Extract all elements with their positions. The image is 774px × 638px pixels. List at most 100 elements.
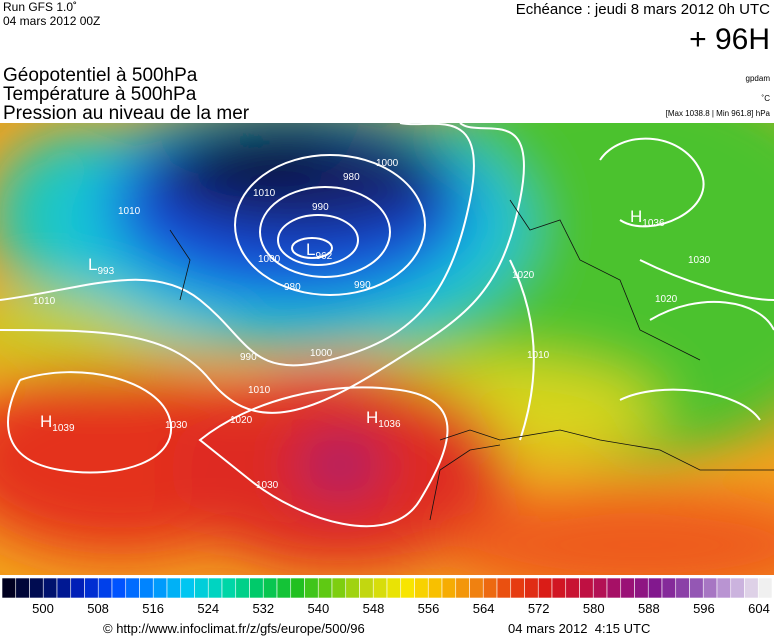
colorbar-swatch (455, 577, 470, 599)
colorbar-swatch (441, 577, 457, 599)
center-value: 1039 (52, 423, 75, 434)
colorbar-swatch (592, 577, 608, 599)
colorbar-swatch (689, 577, 704, 599)
center-value: 1036 (378, 419, 401, 430)
contour-label: 990 (240, 352, 257, 363)
colorbar-tick-label: 580 (583, 601, 605, 616)
center-value: 962 (315, 251, 332, 262)
title-temperature: Température à 500hPa (3, 84, 197, 105)
colorbar-swatch (634, 577, 649, 599)
colorbar-swatch (1, 577, 17, 599)
colorbar-swatch (496, 577, 512, 599)
contour-label: 1030 (165, 420, 188, 431)
colorbar-tick-label: 564 (473, 601, 495, 616)
colorbar-swatch (262, 577, 278, 599)
colorbar-swatch (317, 577, 333, 599)
colorbar-tick-label: 532 (252, 601, 274, 616)
colorbar-swatch (524, 577, 539, 599)
center-letter: L (306, 240, 315, 259)
colorbar-swatch (97, 577, 113, 599)
colorbar-swatch (194, 577, 209, 599)
contour-label: 1020 (512, 270, 535, 281)
center-letter: H (40, 412, 52, 431)
colorbar-swatch (111, 577, 127, 599)
colorbar-tick-label: 508 (87, 601, 109, 616)
center-letter: H (366, 408, 378, 427)
colorbar-tick-label: 540 (308, 601, 330, 616)
colorbar-swatch (386, 577, 402, 599)
title-geopotential: Géopotentiel à 500hPa (3, 65, 198, 86)
colorbar-tick-label: 500 (32, 601, 54, 616)
colorbar-swatch (372, 577, 388, 599)
pressure-center: L993 (88, 255, 115, 277)
colorbar-swatch (469, 577, 484, 599)
colorbar-swatch (757, 577, 773, 599)
contour-label: 1020 (655, 294, 678, 305)
map (0, 123, 774, 575)
colorbar-swatch (221, 577, 237, 599)
center-letter: H (630, 207, 642, 226)
colorbar-tick-label: 556 (418, 601, 440, 616)
unit-temperature: ˚C (762, 94, 771, 103)
contour-label: 1010 (253, 188, 276, 199)
colorbar-swatch (15, 577, 30, 599)
center-letter: L (88, 255, 97, 274)
colorbar-swatch (29, 577, 44, 599)
colorbar-swatch (56, 577, 72, 599)
colorbar-swatch (606, 577, 622, 599)
colorbar-swatch (235, 577, 250, 599)
title-pressure: Pression au niveau de la mer (3, 103, 250, 124)
colorbar-swatch (276, 577, 292, 599)
colorbar-swatch (125, 577, 140, 599)
colorbar-swatch (249, 577, 264, 599)
unit-geopotential: gpdam (746, 74, 771, 83)
colorbar-swatch (730, 577, 745, 599)
colorbar-swatch (331, 577, 347, 599)
contour-label: 1000 (310, 348, 333, 359)
contour-label: 1010 (527, 350, 550, 361)
contour-label: 1010 (118, 206, 141, 217)
colorbar-swatch (400, 577, 415, 599)
colorbar-swatch (359, 577, 374, 599)
colorbar-swatch (482, 577, 498, 599)
colorbar-tick-label: 572 (528, 601, 550, 616)
contour-label: 1030 (688, 255, 711, 266)
colorbar-swatch (84, 577, 99, 599)
contour-label: 990 (354, 280, 371, 291)
contour-label: 1030 (256, 480, 279, 491)
colorbar-swatch (537, 577, 553, 599)
colorbar-swatch (207, 577, 223, 599)
colorbar-swatch (675, 577, 690, 599)
colorbar-swatch (345, 577, 360, 599)
colorbar-swatch (702, 577, 718, 599)
colorbar-swatch (744, 577, 759, 599)
colorbar-swatch (414, 577, 429, 599)
colorbar-tick-label: 588 (638, 601, 660, 616)
colorbar-tick-label: 596 (693, 601, 715, 616)
run-date: 04 mars 2012 00Z (3, 14, 100, 28)
pressure-center: H1039 (40, 412, 75, 434)
contour-label: 1010 (33, 296, 56, 307)
colorbar-swatch (565, 577, 580, 599)
contour-label: 1010 (248, 385, 271, 396)
colorbar-swatch (661, 577, 677, 599)
colorbar-tick-label: 604 (748, 601, 770, 616)
contour-label: 1000 (258, 254, 281, 265)
colorbar-swatch (647, 577, 663, 599)
colorbar-tick-label: 524 (197, 601, 219, 616)
pressure-center: H1036 (366, 408, 401, 430)
colorbar-swatch (304, 577, 319, 599)
colorbar-swatch (290, 577, 305, 599)
colorbar-swatch (152, 577, 168, 599)
contour-label: 980 (284, 282, 301, 293)
pressure-center: H1036 (630, 207, 665, 229)
forecast-time: Echéance : jeudi 8 mars 2012 0h UTC (516, 1, 770, 18)
colorbar-swatch (620, 577, 635, 599)
footer-source: © http://www.infoclimat.fr/z/gfs/europe/… (103, 621, 365, 636)
pressure-range: [Max 1038.8 | Min 961.8] hPa (666, 109, 771, 118)
contour-label: 1000 (376, 158, 399, 169)
colorbar-swatch (510, 577, 525, 599)
colorbar-swatch (166, 577, 182, 599)
colorbar-swatch (579, 577, 594, 599)
